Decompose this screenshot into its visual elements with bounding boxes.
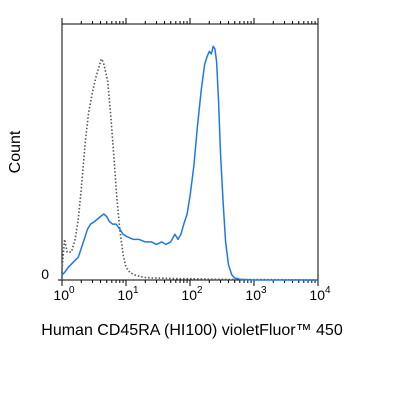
control-series-line [61,58,319,281]
x-tick-label: 102 [181,285,203,303]
stained-series-line [61,45,318,281]
axis-ticks [58,18,319,286]
series-layer [61,45,319,281]
x-tick-label: 103 [245,285,267,303]
x-tick-label: 100 [53,285,75,303]
x-tick-labels: 100 101 102 103 104 [53,285,331,303]
x-axis-title: Human CD45RA (HI100) violetFluor™ 450 [41,322,343,339]
y-tick-label: 0 [41,266,49,282]
x-tick-label: 104 [309,285,331,303]
y-tick-labels: 0 [41,266,49,282]
y-axis-title: Count [7,130,24,173]
x-tick-label: 101 [117,285,139,303]
plot-frame [61,23,319,281]
